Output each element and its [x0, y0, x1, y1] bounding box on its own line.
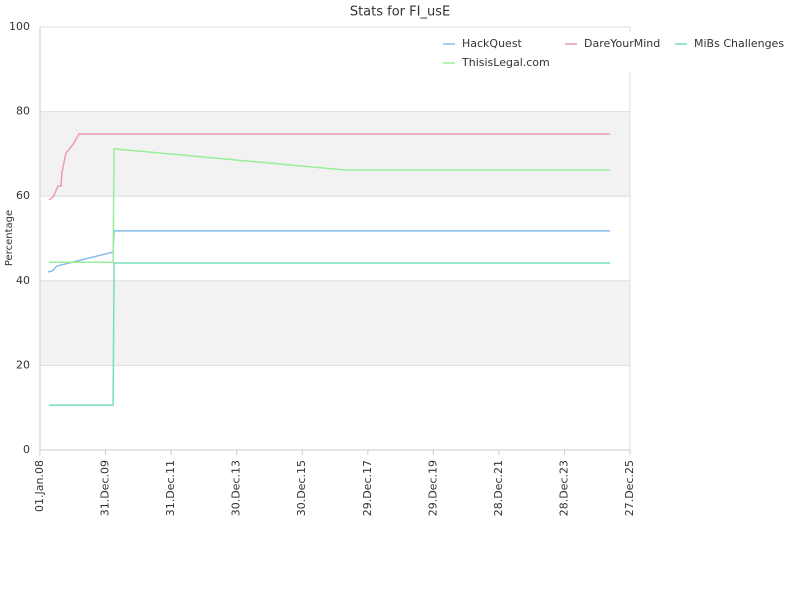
series-line: [48, 133, 611, 201]
series-line: [48, 262, 611, 406]
grid-band: [40, 280, 630, 366]
x-tick-label: 28.Dec.23: [557, 460, 570, 516]
series-line: [48, 148, 611, 263]
x-tick-label: 01.Jan.08: [33, 460, 46, 512]
y-tick-label: 100: [9, 20, 30, 33]
x-tick-label: 30.Dec.15: [295, 460, 308, 516]
x-tick-label: 27.Dec.25: [623, 460, 636, 516]
legend-box: [430, 33, 800, 72]
y-tick-label: 0: [23, 443, 30, 456]
x-tick-label: 29.Dec.17: [361, 460, 374, 516]
grid-band: [40, 111, 630, 197]
legend-label: ThisisLegal.com: [461, 56, 550, 69]
y-tick-label: 20: [16, 358, 30, 371]
x-tick-label: 29.Dec.19: [426, 460, 439, 516]
legend-label: HackQuest: [462, 37, 523, 50]
y-tick-label: 80: [16, 105, 30, 118]
x-tick-label: 31.Dec.09: [99, 460, 112, 516]
series-line: [47, 230, 611, 273]
legend: HackQuest DareYourMind MiBs Challenges This…: [430, 33, 800, 72]
y-tick-label: 40: [16, 274, 30, 287]
legend-label: DareYourMind: [584, 37, 660, 50]
legend-label: MiBs Challenges: [694, 37, 784, 50]
x-tick-label: 28.Dec.21: [492, 460, 505, 516]
chart-title: Stats for FI_usE: [350, 5, 450, 20]
y-axis-label: Percentage: [4, 210, 15, 266]
x-tick-label: 31.Dec.11: [164, 460, 177, 516]
y-tick-label: 60: [16, 189, 30, 202]
x-tick-label: 30.Dec.13: [230, 460, 243, 516]
